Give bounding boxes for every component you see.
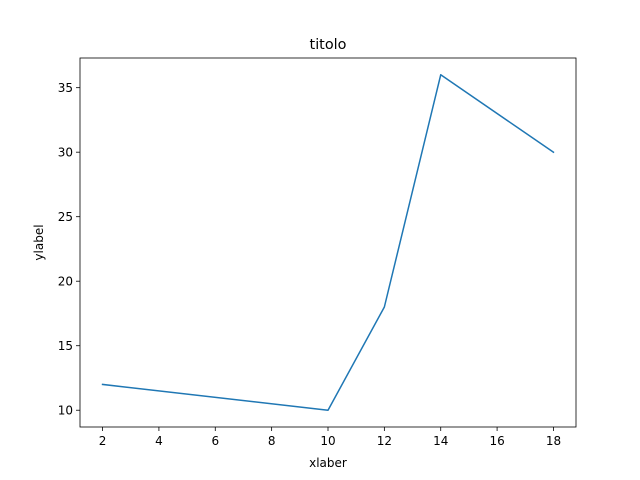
series-line [101,74,555,411]
x-tick-label: 2 [99,434,107,448]
x-tick-label: 12 [377,434,392,448]
x-tick-label: 16 [489,434,504,448]
x-tick-label: 10 [320,434,335,448]
x-tick-label: 6 [211,434,219,448]
chart-title: titolo [310,37,347,53]
x-tick-label: 18 [546,434,561,448]
x-tick-label: 14 [433,434,448,448]
x-tick-label: 8 [268,434,276,448]
y-tick-label: 10 [58,404,73,418]
y-axis-label: ylabel [32,224,46,260]
y-tick-label: 35 [58,81,73,95]
plot-layer [101,74,555,411]
y-tick-label: 20 [58,275,73,289]
y-tick-label: 30 [58,146,73,160]
y-tick-label: 25 [58,210,73,224]
x-axis-label: xlaber [309,456,347,470]
tick-layer: 2 4 6 8 10 12 14 16 18 10 15 20 25 30 35 [58,81,561,448]
x-tick-label: 4 [155,434,163,448]
y-tick-label: 15 [58,339,73,353]
axes-frame [79,57,577,428]
